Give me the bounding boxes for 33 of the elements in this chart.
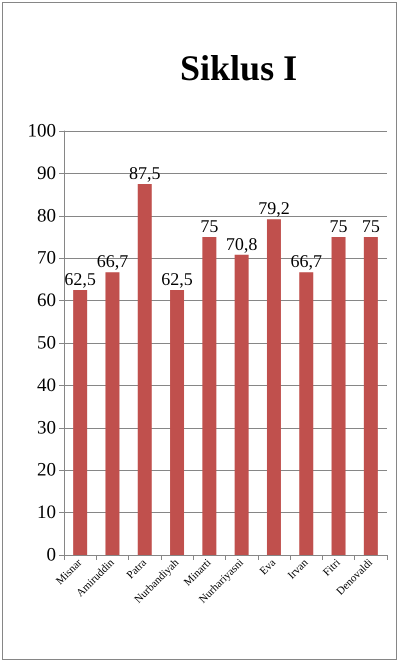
data-label: 75 [330, 216, 348, 236]
chart-title: Siklus I [180, 48, 298, 88]
bar [332, 237, 346, 555]
y-tick-label: 0 [46, 544, 56, 566]
data-label: 79,2 [258, 198, 290, 218]
bar [364, 237, 378, 555]
data-label: 87,5 [129, 163, 160, 183]
bar [138, 184, 152, 555]
bar [266, 219, 281, 555]
bar [73, 290, 88, 555]
y-tick-label: 100 [28, 120, 56, 142]
data-label: 62,5 [161, 269, 193, 289]
data-label: 66,7 [290, 251, 322, 272]
y-tick-label: 50 [37, 332, 56, 354]
y-tick-label: 60 [37, 290, 56, 312]
data-label: 62,5 [64, 269, 96, 289]
bar [202, 237, 216, 555]
y-tick-label: 40 [37, 374, 56, 396]
y-tick-label: 70 [37, 248, 56, 269]
x-tick-label: Eva [258, 556, 278, 578]
bar [170, 290, 184, 555]
data-label: 70,8 [226, 234, 258, 254]
y-tick-label: 10 [37, 502, 56, 524]
y-tick-label: 20 [37, 460, 56, 481]
data-label: 66,7 [96, 251, 128, 272]
y-tick-label: 30 [37, 417, 56, 438]
bar [105, 272, 120, 555]
data-label: 75 [362, 216, 380, 236]
data-label: 75 [200, 216, 218, 236]
y-tick-label: 90 [37, 162, 56, 184]
bar [299, 272, 314, 555]
y-tick-label: 80 [37, 205, 56, 226]
bar [234, 254, 249, 555]
